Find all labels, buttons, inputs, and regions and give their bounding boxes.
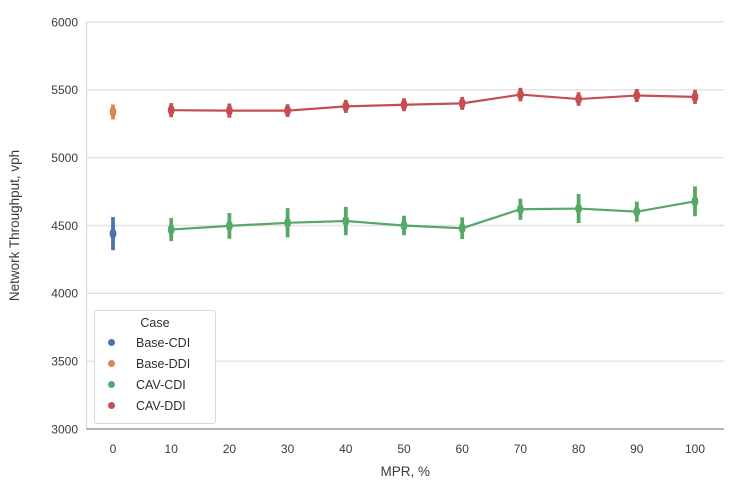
x-tick-label-40: 40 [339,442,353,456]
y-tick-label-4500: 4500 [51,219,78,233]
marker-CAV-CDI-70 [517,203,524,215]
y-tick-label-3000: 3000 [51,422,78,436]
marker-CAV-DDI-90 [633,90,641,101]
y-tick-label-5000: 5000 [51,151,78,165]
legend-item-label: Base-DDI [136,356,191,371]
marker-CAV-CDI-60 [458,222,466,234]
legend-item-label: Base-CDI [136,335,191,350]
legend-marker-icon [108,339,115,346]
series-line-CAV-DDI [171,93,696,112]
legend-box: Case Base-CDI Base-DDI CAV-CDI CAV-DDI [94,310,216,424]
legend-item-Base-DDI: Base-DDI [95,353,215,374]
x-tick-label-30: 30 [281,442,295,456]
x-tick-label-20: 20 [223,442,237,456]
marker-CAV-CDI-10 [167,224,175,235]
marker-CAV-DDI-40 [342,101,350,112]
marker-CAV-DDI-20 [226,105,233,116]
marker-CAV-CDI-30 [284,217,291,229]
x-tick-label-70: 70 [514,442,528,456]
legend-marker-icon [108,402,115,409]
legend-item-CAV-CDI: CAV-CDI [95,374,215,395]
x-axis-label: MPR, % [380,464,430,479]
x-tick-label-10: 10 [165,442,179,456]
marker-CAV-CDI-20 [226,220,233,232]
marker-CAV-DDI-60 [458,98,466,109]
marker-CAV-CDI-80 [575,203,582,214]
y-axis-label: Network Throughput, vph [7,150,22,301]
legend-item-label: CAV-DDI [136,398,186,413]
marker-CAV-CDI-100 [691,196,699,207]
y-tick-label-6000: 6000 [51,15,78,29]
legend-item-label: CAV-CDI [136,377,186,392]
marker-CAV-DDI-70 [517,89,524,100]
legend-item-CAV-DDI: CAV-DDI [95,395,215,416]
legend-marker-icon [108,360,115,367]
y-tick-label-4000: 4000 [51,287,78,301]
marker-CAV-DDI-80 [575,93,582,105]
marker-CAV-CDI-40 [342,215,350,227]
x-tick-label-100: 100 [685,442,705,456]
marker-CAV-DDI-50 [400,99,408,111]
y-tick-label-5500: 5500 [51,83,78,97]
y-tick-label-3500: 3500 [51,354,78,368]
legend-rows: Base-CDI Base-DDI CAV-CDI CAV-DDI [95,332,215,416]
marker-CAV-CDI-90 [633,206,641,217]
x-tick-label-80: 80 [572,442,586,456]
x-tick-label-90: 90 [630,442,644,456]
marker-Base-DDI-0 [109,106,117,118]
marker-Base-CDI-0 [109,228,117,239]
legend-marker-icon [108,381,115,388]
x-tick-label-50: 50 [397,442,411,456]
legend-title: Case [140,316,170,330]
x-tick-label-60: 60 [456,442,470,456]
marker-CAV-DDI-100 [691,91,699,103]
marker-CAV-DDI-10 [167,104,175,116]
legend-item-Base-CDI: Base-CDI [95,332,215,353]
marker-CAV-DDI-30 [284,105,291,116]
series-line-CAV-CDI [171,200,696,231]
marker-CAV-CDI-50 [400,220,408,231]
x-tick-label-0: 0 [110,442,117,456]
